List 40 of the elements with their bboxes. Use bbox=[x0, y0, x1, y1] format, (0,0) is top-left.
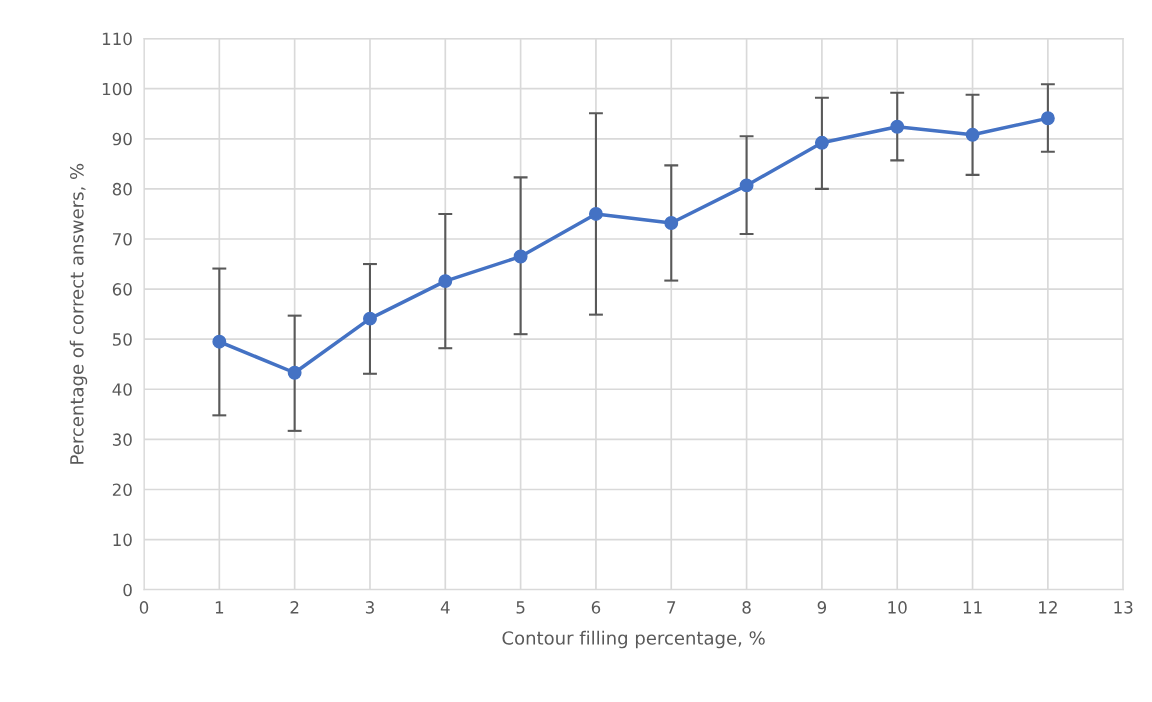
y-tick-label: 40 bbox=[112, 383, 132, 396]
x-tick-label: 3 bbox=[365, 601, 374, 614]
point bbox=[965, 127, 980, 142]
point bbox=[212, 334, 227, 349]
point bbox=[287, 365, 302, 380]
point bbox=[890, 119, 905, 134]
x-tick-label: 11 bbox=[963, 601, 982, 614]
y-tick-label: 50 bbox=[112, 333, 132, 346]
x-tick-label: 2 bbox=[290, 601, 299, 614]
point bbox=[588, 207, 603, 221]
y-tick-label: 60 bbox=[112, 283, 132, 296]
x-tick-label: 12 bbox=[1039, 601, 1057, 614]
x-tick-label: 13 bbox=[1114, 601, 1133, 614]
y-tick-label: 70 bbox=[113, 232, 132, 246]
y-tick-label: 110 bbox=[102, 32, 132, 46]
point bbox=[664, 216, 679, 230]
y-axis-title: Percentage of correct answers, % bbox=[69, 163, 88, 464]
point bbox=[814, 135, 829, 150]
x-tick-label: 4 bbox=[440, 601, 450, 614]
x-tick-label: 0 bbox=[139, 601, 149, 614]
y-tick-label: 90 bbox=[112, 132, 132, 146]
x-tick-label: 9 bbox=[817, 601, 827, 614]
point bbox=[363, 311, 377, 326]
x-tick-label: 6 bbox=[591, 601, 601, 614]
x-axis-title: Contour filling percentage, % bbox=[502, 630, 765, 649]
x-tick-label: 7 bbox=[667, 601, 676, 614]
y-tick-label: 30 bbox=[112, 433, 132, 446]
x-tick-label: 1 bbox=[215, 601, 224, 614]
point bbox=[1040, 111, 1055, 126]
x-tick-label: 8 bbox=[742, 601, 751, 614]
point bbox=[438, 274, 453, 289]
y-tick-label: 100 bbox=[102, 82, 132, 96]
y-tick-label: 10 bbox=[113, 533, 132, 547]
y-tick-label: 20 bbox=[112, 483, 132, 497]
x-tick-label: 5 bbox=[516, 601, 525, 614]
y-tick-label: 0 bbox=[123, 583, 132, 597]
x-tick-label: 10 bbox=[888, 601, 907, 614]
point bbox=[739, 178, 754, 193]
y-tick-label: 80 bbox=[112, 182, 132, 196]
point bbox=[513, 249, 528, 264]
